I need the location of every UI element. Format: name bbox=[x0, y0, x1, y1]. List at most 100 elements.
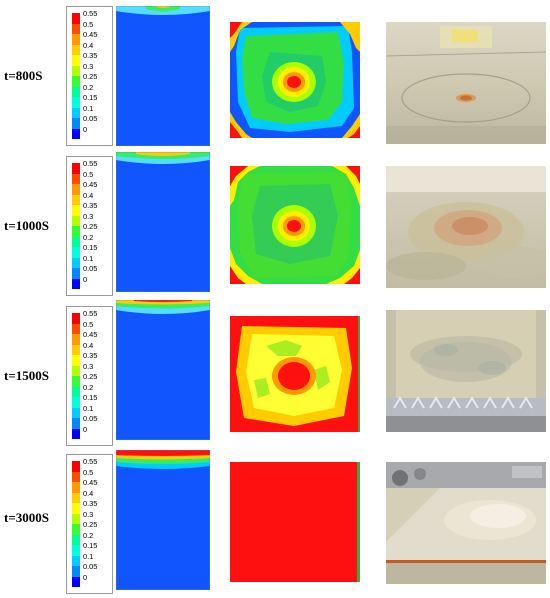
legend-swatch bbox=[72, 76, 80, 87]
legend-swatch bbox=[72, 257, 80, 268]
legend-label: 0.1 bbox=[83, 403, 94, 413]
legend-swatches bbox=[72, 313, 80, 439]
legend-swatch bbox=[72, 226, 80, 237]
time-label: t=1500S bbox=[4, 368, 49, 383]
legend-label: 0.55 bbox=[83, 309, 98, 318]
legend-swatch bbox=[72, 278, 80, 289]
legend-label: 0.2 bbox=[83, 232, 94, 242]
legend-swatch bbox=[72, 13, 80, 24]
legend-swatch bbox=[72, 355, 80, 366]
legend-labels: 0.55 0.5 0.45 0.4 0.35 0.3 0.25 0.2 0.15… bbox=[83, 9, 111, 135]
legend-swatch bbox=[72, 247, 80, 258]
legend-label: 0.4 bbox=[83, 488, 94, 498]
row-800s: t=800S 0.55 0.5 0.45 0.4 0.35 0.3 0.25 0… bbox=[0, 4, 550, 152]
time-label: t=800S bbox=[4, 68, 43, 83]
legend-label: 0.5 bbox=[83, 19, 94, 29]
legend-label: 0.25 bbox=[83, 372, 98, 381]
time-label: t=1000S bbox=[4, 218, 49, 233]
legend-swatch bbox=[72, 524, 80, 535]
legend-label: 0.1 bbox=[83, 103, 94, 113]
legend-label: 0.05 bbox=[83, 114, 98, 123]
legend-label: 0.5 bbox=[83, 169, 94, 179]
row-3000s: t=3000S 0.55 0.5 0.45 0.4 0.35 0.3 0.25 … bbox=[0, 446, 550, 594]
legend-swatch bbox=[72, 555, 80, 566]
legend-swatch bbox=[72, 334, 80, 345]
legend-swatch bbox=[72, 418, 80, 429]
experiment-photo bbox=[386, 310, 546, 432]
legend-label: 0.3 bbox=[83, 509, 94, 519]
legend-label: 0.55 bbox=[83, 457, 98, 466]
legend-label: 0.25 bbox=[83, 520, 98, 529]
legend-label: 0.15 bbox=[83, 541, 98, 550]
legend-label: 0.1 bbox=[83, 253, 94, 263]
legend-swatch bbox=[72, 428, 80, 439]
legend-swatch bbox=[72, 55, 80, 66]
legend-label: 0 bbox=[83, 424, 88, 434]
legend-label: 0.5 bbox=[83, 467, 94, 477]
legend-swatch bbox=[72, 128, 80, 139]
legend-swatch bbox=[72, 482, 80, 493]
legend-label: 0.45 bbox=[83, 330, 98, 339]
legend-swatch bbox=[72, 376, 80, 387]
legend-label: 0.2 bbox=[83, 382, 94, 392]
side-view-contour bbox=[116, 300, 210, 440]
legend-label: 0.35 bbox=[83, 351, 98, 360]
legend-swatch bbox=[72, 344, 80, 355]
legend-swatch bbox=[72, 65, 80, 76]
legend-swatches bbox=[72, 13, 80, 139]
legend-swatch bbox=[72, 268, 80, 279]
legend-label: 0.05 bbox=[83, 264, 98, 273]
legend-labels: 0.55 0.5 0.45 0.4 0.35 0.3 0.25 0.2 0.15… bbox=[83, 309, 111, 435]
experiment-photo bbox=[386, 22, 546, 144]
color-legend: 0.55 0.5 0.45 0.4 0.35 0.3 0.25 0.2 0.15… bbox=[66, 454, 113, 594]
legend-swatch bbox=[72, 323, 80, 334]
legend-swatch bbox=[72, 163, 80, 174]
experiment-photo bbox=[386, 462, 546, 584]
legend-label: 0.4 bbox=[83, 40, 94, 50]
legend-swatch bbox=[72, 397, 80, 408]
top-view-contour bbox=[230, 166, 360, 284]
legend-label: 0 bbox=[83, 124, 88, 134]
legend-label: 0.45 bbox=[83, 180, 98, 189]
legend-label: 0.25 bbox=[83, 72, 98, 81]
legend-swatch bbox=[72, 407, 80, 418]
legend-swatch bbox=[72, 576, 80, 587]
legend-label: 0.35 bbox=[83, 499, 98, 508]
top-view-contour bbox=[230, 462, 360, 582]
legend-swatch bbox=[72, 461, 80, 472]
legend-swatch bbox=[72, 194, 80, 205]
legend-swatch bbox=[72, 173, 80, 184]
legend-swatch bbox=[72, 236, 80, 247]
legend-label: 0.2 bbox=[83, 530, 94, 540]
legend-label: 0.35 bbox=[83, 51, 98, 60]
legend-swatch bbox=[72, 386, 80, 397]
legend-swatch bbox=[72, 44, 80, 55]
experiment-photo bbox=[386, 166, 546, 288]
side-view-contour bbox=[116, 6, 210, 146]
legend-label: 0.55 bbox=[83, 159, 98, 168]
side-view-contour bbox=[116, 152, 210, 292]
side-view-contour bbox=[116, 450, 210, 590]
color-legend: 0.55 0.5 0.45 0.4 0.35 0.3 0.25 0.2 0.15… bbox=[66, 6, 113, 146]
legend-label: 0.15 bbox=[83, 243, 98, 252]
legend-label: 0.55 bbox=[83, 9, 98, 18]
legend-label: 0.3 bbox=[83, 211, 94, 221]
legend-label: 0 bbox=[83, 274, 88, 284]
legend-swatch bbox=[72, 107, 80, 118]
legend-label: 0.15 bbox=[83, 93, 98, 102]
legend-swatches bbox=[72, 461, 80, 587]
legend-labels: 0.55 0.5 0.45 0.4 0.35 0.3 0.25 0.2 0.15… bbox=[83, 159, 111, 285]
top-view-contour bbox=[230, 22, 360, 138]
legend-swatch bbox=[72, 34, 80, 45]
legend-swatch bbox=[72, 313, 80, 324]
legend-label: 0.2 bbox=[83, 82, 94, 92]
legend-swatch bbox=[72, 23, 80, 34]
legend-label: 0 bbox=[83, 572, 88, 582]
legend-label: 0.1 bbox=[83, 551, 94, 561]
legend-label: 0.25 bbox=[83, 222, 98, 231]
legend-swatch bbox=[72, 566, 80, 577]
legend-label: 0.4 bbox=[83, 190, 94, 200]
legend-swatch bbox=[72, 184, 80, 195]
color-legend: 0.55 0.5 0.45 0.4 0.35 0.3 0.25 0.2 0.15… bbox=[66, 156, 113, 296]
legend-label: 0.15 bbox=[83, 393, 98, 402]
